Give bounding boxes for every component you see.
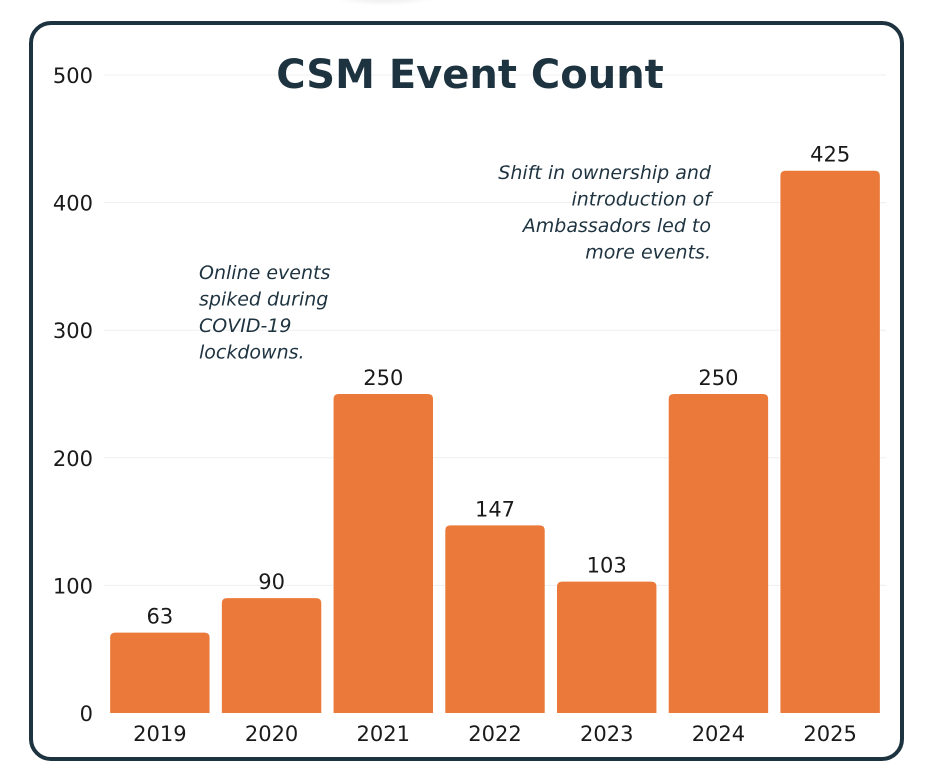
annotation-line: introduction of (571, 189, 714, 211)
data-label-2022: 147 (475, 497, 515, 521)
annotation-2: Shift in ownership and introduction of Amb… (498, 162, 714, 264)
y-tick-label: 200 (53, 447, 93, 471)
bar-2020 (221, 598, 322, 713)
annotation-line: lockdowns. (199, 342, 305, 364)
x-tick-label-2019: 2019 (133, 722, 186, 746)
y-axis: 0 100 200 300 400 500 (53, 64, 93, 726)
annotation-1: Online events spiked during COVID-19 lockdo… (199, 262, 330, 364)
x-tick-label-2023: 2023 (580, 722, 633, 746)
annotations: Online events spiked during COVID-19 lockdo… (199, 162, 714, 364)
top-shadow (330, 0, 440, 6)
y-tick-label: 400 (53, 192, 93, 216)
annotation-line: more events. (585, 242, 711, 264)
annotation-line: Ambassadors led to (521, 215, 711, 237)
chart-title: CSM Event Count (276, 52, 664, 98)
data-labels: 63 90 250 147 103 250 425 (146, 143, 850, 629)
data-label-2023: 103 (587, 554, 627, 578)
y-tick-label: 300 (53, 319, 93, 343)
x-tick-label-2020: 2020 (245, 722, 298, 746)
y-tick-label: 500 (53, 64, 93, 88)
bar-2025 (780, 170, 880, 713)
data-label-2024: 250 (698, 366, 738, 390)
x-tick-label-2022: 2022 (468, 722, 521, 746)
bars (110, 170, 880, 713)
y-tick-label: 0 (80, 702, 93, 726)
bar-2019 (110, 632, 210, 713)
y-tick-label: 100 (53, 574, 93, 598)
data-label-2020: 90 (258, 570, 285, 594)
annotation-line: Shift in ownership and (498, 162, 712, 184)
bar-2023 (557, 581, 657, 713)
annotation-line: Online events (199, 262, 330, 284)
data-label-2021: 250 (363, 366, 403, 390)
annotation-line: spiked during (199, 289, 328, 311)
x-tick-label-2021: 2021 (357, 722, 410, 746)
x-tick-label-2025: 2025 (803, 722, 856, 746)
data-label-2025: 425 (810, 143, 850, 167)
annotation-line: COVID-19 (199, 315, 292, 337)
bar-2021 (333, 394, 433, 713)
x-axis: 2019 2020 2021 2022 2023 2024 2025 (133, 722, 857, 746)
data-label-2019: 63 (146, 605, 173, 629)
x-tick-label-2024: 2024 (692, 722, 745, 746)
bar-2022 (445, 525, 545, 713)
bar-2024 (668, 394, 769, 713)
